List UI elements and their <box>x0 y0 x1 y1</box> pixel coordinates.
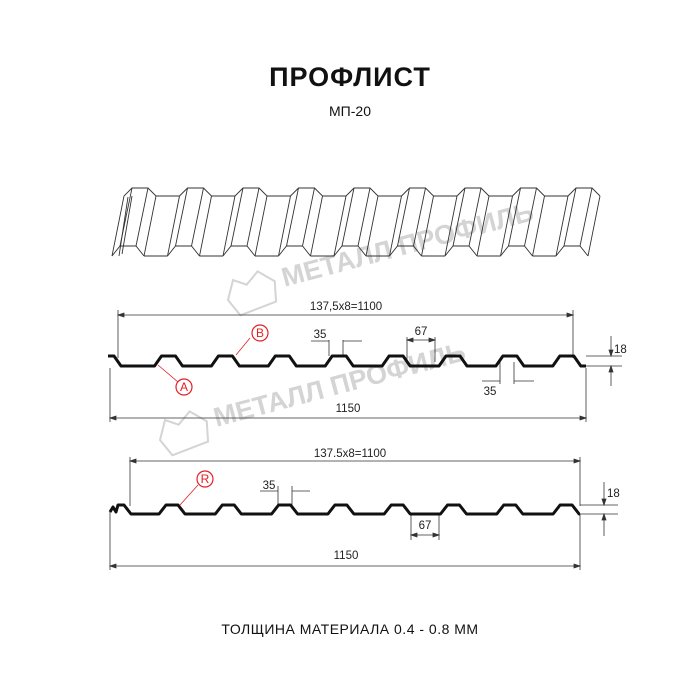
sheet-line <box>421 195 434 257</box>
sheet-line <box>555 245 589 257</box>
sheet-line <box>532 195 545 257</box>
sheet-line <box>135 187 149 247</box>
sheet-line <box>254 195 268 257</box>
top-width-label-a: 35 <box>314 329 327 341</box>
profile-a <box>108 310 622 422</box>
sheet-line <box>175 187 188 247</box>
sheet-line <box>121 195 133 255</box>
sheet-line <box>191 187 204 247</box>
sheet-line <box>357 187 371 247</box>
sheet-line <box>389 245 422 257</box>
sheet-line <box>123 187 157 197</box>
sheet-line <box>500 245 533 257</box>
sheet-line <box>302 187 315 247</box>
marker-r-label: R <box>201 472 210 486</box>
page-subtitle: МП-20 <box>329 103 371 119</box>
sheet-line <box>246 187 260 247</box>
sheet-line <box>397 187 410 247</box>
bottom-width-label-a: 67 <box>415 326 428 338</box>
pitch-label-a: 137,5x8=1100 <box>310 301 382 313</box>
sheet-line <box>512 187 545 197</box>
sheet-line <box>222 245 256 257</box>
sheet-line <box>167 245 200 257</box>
sheet-line <box>500 195 513 257</box>
sheet-line <box>278 195 291 257</box>
bottom-flat-label-a: 35 <box>484 386 497 398</box>
profile-b-line <box>108 503 581 516</box>
sheet-line <box>476 195 490 257</box>
sheet-line <box>567 187 601 197</box>
marker-a-label: A <box>180 380 188 394</box>
sheet-line <box>333 195 347 257</box>
watermark-1: МЕТАЛЛ ПРОФИЛЬ <box>226 197 537 317</box>
sheet-line <box>444 245 478 257</box>
sheet-line <box>345 187 379 197</box>
sheet-line <box>118 196 129 257</box>
material-thickness: ТОЛЩИНА МАТЕРИАЛА 0.4 - 0.8 ММ <box>221 621 479 637</box>
sheet-line <box>555 195 569 257</box>
sheet-line <box>111 195 125 257</box>
sheet-line <box>365 195 379 257</box>
top-width-label-b: 35 <box>263 480 276 492</box>
sheet-line <box>179 187 212 197</box>
sheet-line <box>333 245 367 257</box>
sheet-line <box>401 187 434 197</box>
marker-r <box>196 470 214 488</box>
marker-b-label: B <box>256 326 264 340</box>
bottom-width-label-b: 67 <box>419 520 432 532</box>
sheet-perspective <box>111 187 601 257</box>
page-title: ПРОФЛИСТ <box>269 62 431 92</box>
sheet-line <box>310 195 323 257</box>
sheet-line <box>278 245 311 257</box>
sheet-line <box>468 187 482 247</box>
width-label-b: 1150 <box>334 550 359 562</box>
sheet-line <box>579 187 593 247</box>
marker-b <box>251 324 269 342</box>
width-label-a: 1150 <box>336 403 361 415</box>
sheet-line <box>341 187 355 247</box>
height-label-a: 18 <box>614 344 627 356</box>
pitch-label-b: 137.5x8=1100 <box>314 448 386 460</box>
sheet-line <box>413 187 426 247</box>
sheet-line <box>524 187 537 247</box>
sheet-line <box>290 187 323 197</box>
sheet-line <box>452 187 466 247</box>
height-label-b: 18 <box>607 488 620 500</box>
marker-a <box>175 378 193 396</box>
sheet-line <box>456 187 490 197</box>
sheet-line <box>587 195 601 257</box>
watermark-text: МЕТАЛЛ ПРОФИЛЬ <box>278 197 536 293</box>
profile-b <box>108 457 618 570</box>
sheet-line <box>234 187 268 197</box>
sheet-line <box>167 195 180 257</box>
sheet-line <box>508 187 521 247</box>
sheet-line <box>230 187 244 247</box>
sheet-line <box>286 187 299 247</box>
sheet-line <box>389 195 402 257</box>
profile-a-line <box>108 354 586 368</box>
sheet-line <box>222 195 236 257</box>
sheet-line <box>563 187 577 247</box>
sheet-line <box>111 245 145 257</box>
sheet-line <box>143 195 157 257</box>
watermark-2: МЕТАЛЛ ПРОФИЛЬ <box>158 337 469 457</box>
sheet-line <box>199 195 212 257</box>
sheet-line <box>444 195 458 257</box>
